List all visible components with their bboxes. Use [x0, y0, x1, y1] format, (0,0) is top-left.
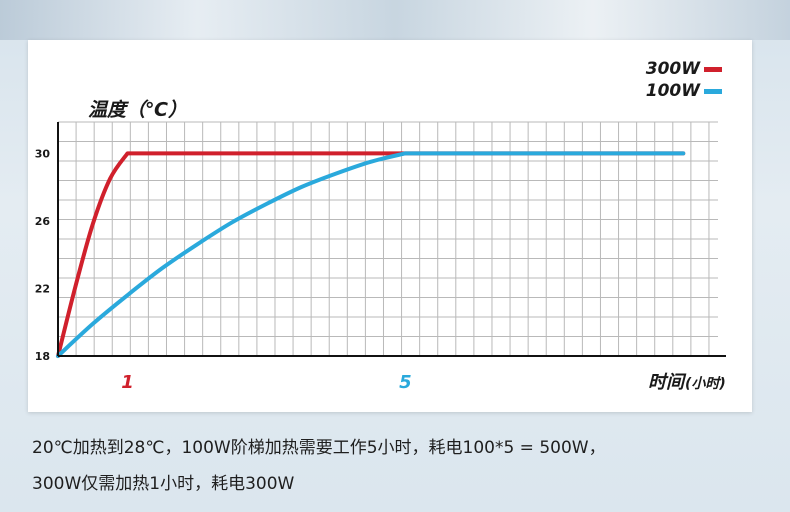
background-top: [0, 0, 790, 40]
chart-series: [56, 151, 686, 358]
y-tick-label: 30: [35, 147, 51, 160]
legend-swatch-red: [704, 66, 722, 72]
caption-line-2: 300W仅需加热1小时，耗电300W: [32, 474, 295, 494]
line-chart: 18 22 26 30 1 5 温度（℃） 时间(小时): [35, 99, 726, 393]
legend-item-300w: 300W: [646, 58, 722, 80]
series-line-100w: [56, 151, 686, 358]
y-axis-label: 温度（℃）: [88, 99, 187, 121]
caption: 20℃加热到28℃，100W阶梯加热需要工作5小时，耗电100*5 = 500W…: [32, 430, 772, 502]
chart-tick-labels: 18 22 26 30 1 5: [35, 147, 412, 393]
y-tick-label: 26: [35, 215, 51, 228]
chart-legend: 300W 100W: [646, 58, 722, 102]
y-tick-label: 22: [35, 282, 50, 295]
x-axis-label: 时间(小时): [648, 372, 726, 393]
y-tick-label: 18: [35, 350, 50, 363]
caption-line-1: 20℃加热到28℃，100W阶梯加热需要工作5小时，耗电100*5 = 500W…: [32, 438, 606, 458]
x-tick-label: 1: [121, 372, 134, 393]
chart-axes: [57, 122, 726, 357]
x-axis-label-unit: (小时): [685, 376, 726, 392]
series-line-300w: [56, 151, 686, 358]
chart-card: 18 22 26 30 1 5 温度（℃） 时间(小时) 300W 100W: [28, 40, 752, 412]
legend-item-100w: 100W: [646, 80, 722, 102]
chart-grid: [58, 121, 718, 356]
x-tick-label: 5: [399, 372, 412, 393]
legend-label: 300W: [645, 59, 700, 79]
x-axis-label-main: 时间: [648, 372, 687, 393]
legend-label: 100W: [645, 81, 700, 101]
legend-swatch-blue: [704, 88, 722, 94]
